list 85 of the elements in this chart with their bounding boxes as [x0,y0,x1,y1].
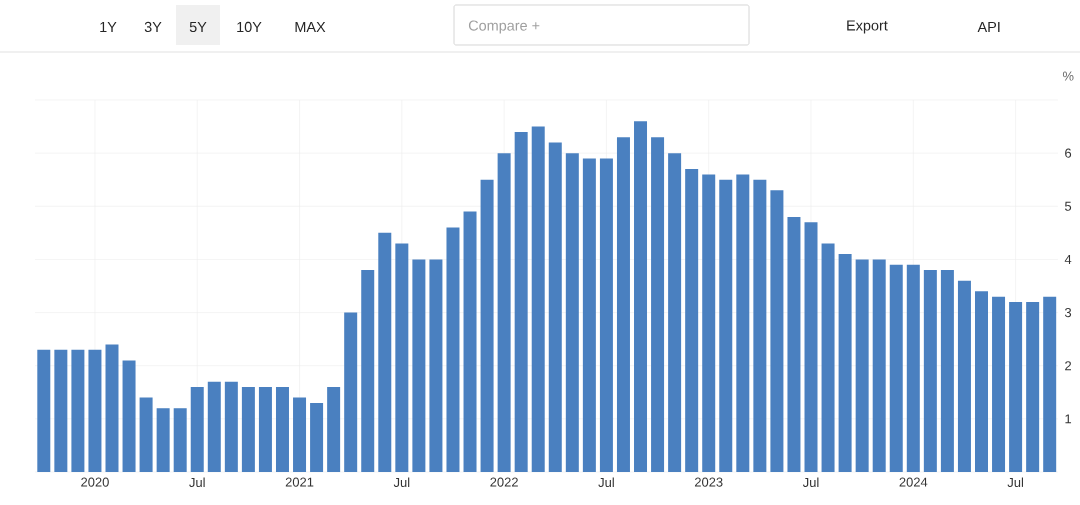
bar [804,222,818,472]
bar [344,312,358,472]
bar [275,386,289,472]
text: Compare + [468,20,540,34]
text: Export [847,20,888,34]
y-tick-label: 4 [1064,254,1072,264]
bar [565,153,579,472]
bar [992,296,1006,472]
text: 10Y [237,21,262,33]
bar [156,408,170,472]
bar [71,349,85,472]
bar [446,227,460,472]
text: 3Y [144,21,162,33]
y-tick-label: 3 [1064,307,1072,318]
bar [1026,301,1040,472]
x-tick-label: 2022 [490,477,518,487]
y-axis-title: % [1062,71,1074,81]
bar [1009,301,1023,472]
bar [88,349,102,472]
bar [685,169,699,472]
x-tick-label: 2020 [81,477,109,487]
bar [787,216,801,472]
bar [634,121,648,472]
x-tick-label: Jul [1007,477,1024,488]
bar [582,158,596,472]
bar [463,211,477,472]
bar [821,243,835,472]
bar [736,174,750,472]
bar [957,280,971,472]
bar [480,179,494,472]
bar [668,153,682,472]
bar [395,243,409,472]
x-tick-label: Jul [598,477,614,488]
bar [310,402,324,472]
bar [429,259,443,472]
bar [651,137,665,472]
bar [702,174,716,472]
bar [293,397,307,472]
x-tick-label: 2023 [694,477,723,487]
bar [412,259,426,472]
bar [940,270,954,472]
text: 5Y [189,21,207,33]
bar [54,349,68,472]
bar [872,259,886,472]
bar [616,137,630,472]
bar [548,142,562,472]
bar [173,408,187,472]
bar [1043,296,1057,472]
bar [139,397,153,472]
y-tick-label: 6 [1065,148,1072,158]
bar [753,179,767,472]
x-tick-label: 2021 [285,477,314,487]
y-tick-label: 5 [1064,201,1072,211]
x-tick-label: Jul [802,477,819,488]
x-tick-label: 2024 [899,477,928,487]
bar [497,153,511,472]
bar [122,360,136,472]
bar [514,131,528,472]
bar [719,179,733,472]
bar [327,386,341,472]
bar [975,291,988,472]
text: 1Y [100,22,117,32]
bar [838,254,852,472]
y-tick-label: 1 [1065,414,1072,424]
bar [906,264,920,472]
bar [361,270,375,472]
x-tick-label: Jul [189,477,205,488]
text: MAX [295,22,326,32]
bar [770,190,784,472]
text: API [977,22,1000,32]
bar [207,381,221,472]
bar [378,232,392,472]
bar [190,386,204,472]
x-tick-label: Jul [393,477,410,488]
bar [599,158,613,472]
bar [241,386,255,472]
bar [224,381,238,472]
bar [37,349,51,472]
bar [258,386,272,472]
bar [105,344,119,472]
y-tick-label: 2 [1065,361,1071,371]
bar [855,259,869,472]
bar [889,264,903,472]
bar [923,270,937,472]
bar [531,126,545,472]
